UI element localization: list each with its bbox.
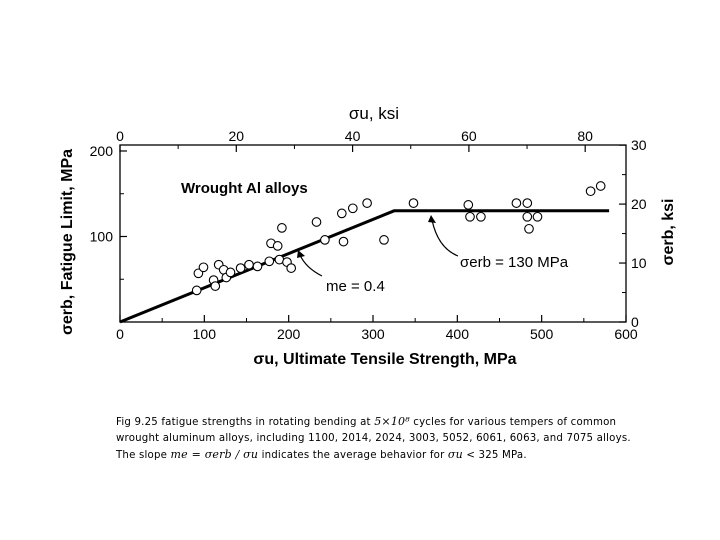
caption-text-3b: indicates the average behavior for xyxy=(261,450,445,461)
top-tick-label: 0 xyxy=(116,128,124,144)
sigma-math: σu xyxy=(447,448,463,461)
data-point xyxy=(532,211,543,222)
caption-line-2: wrought aluminum alloys, including 1100,… xyxy=(116,433,631,444)
x-tick-label: 200 xyxy=(277,326,301,342)
data-point xyxy=(465,211,475,222)
data-point xyxy=(264,256,275,267)
data-point xyxy=(338,236,349,247)
right-tick-label: 30 xyxy=(631,137,647,153)
data-point xyxy=(463,200,474,210)
data-point xyxy=(198,262,209,273)
data-point xyxy=(320,235,330,245)
y-tick-label: 200 xyxy=(90,143,114,159)
data-point xyxy=(522,198,533,208)
plateau-arrowhead xyxy=(428,215,436,223)
x-tick-label: 400 xyxy=(446,326,470,342)
x-axis-title: σu, Ultimate Tensile Strength, MPa xyxy=(253,351,516,368)
data-points xyxy=(191,181,606,296)
data-point xyxy=(225,267,236,278)
y-axis-title: σerb, Fatigue Limit, MPa xyxy=(59,149,76,335)
plateau-label: σerb = 130 MPa xyxy=(460,254,569,271)
x-tick-label: 600 xyxy=(614,326,638,342)
caption-line-3: The slope me = σerb / σu indicates the a… xyxy=(116,447,676,464)
data-point xyxy=(193,268,204,279)
data-point xyxy=(524,223,534,234)
plot-frame xyxy=(119,144,627,323)
caption-text-3c: < 325 MPa. xyxy=(466,450,527,461)
caption-text-1b: cycles for various tempers of common xyxy=(413,417,617,428)
top-tick-label: 60 xyxy=(461,128,477,144)
data-point xyxy=(347,203,358,214)
data-point xyxy=(191,285,202,296)
data-point xyxy=(252,261,263,272)
data-point xyxy=(511,198,522,208)
slope-label: me = 0.4 xyxy=(326,278,385,295)
y-tick-label: 100 xyxy=(90,228,114,244)
plot-border xyxy=(119,144,627,323)
x-tick-label: 100 xyxy=(193,326,217,342)
data-point xyxy=(336,208,347,219)
top-tick-label: 40 xyxy=(345,128,361,144)
figure-caption: Fig 9.25 fatigue strengths in rotating b… xyxy=(116,414,676,464)
top-axis-title: σu, ksi xyxy=(349,104,399,123)
slope-math: me = σerb / σu xyxy=(170,448,259,461)
data-point xyxy=(408,198,419,208)
data-point xyxy=(585,186,596,197)
x-tick-label: 0 xyxy=(116,326,124,342)
data-point xyxy=(311,217,322,227)
x-tick-label: 500 xyxy=(530,326,554,342)
right-tick-label: 0 xyxy=(631,314,639,330)
right-tick-label: 10 xyxy=(631,255,647,271)
data-point xyxy=(286,263,297,273)
caption-text-1a: Fig 9.25 fatigue strengths in rotating b… xyxy=(116,417,371,428)
right-axis-title: σerb, ksi xyxy=(660,199,677,266)
cycles-math: 5×10⁸ xyxy=(374,415,410,428)
top-tick-label: 80 xyxy=(577,128,593,144)
data-point xyxy=(235,263,246,273)
series-label: Wrought Al alloys xyxy=(181,180,308,197)
plateau-leader xyxy=(431,219,459,257)
data-point xyxy=(277,223,287,233)
axis-ticks xyxy=(119,144,627,323)
slope-leader xyxy=(299,254,323,277)
data-point xyxy=(244,259,254,270)
data-point xyxy=(595,181,606,191)
data-point xyxy=(522,211,533,222)
x-tick-label: 300 xyxy=(361,326,385,342)
data-point xyxy=(476,211,486,222)
slope-arrowhead xyxy=(297,250,305,258)
caption-text-3a: The slope xyxy=(116,450,168,461)
data-point xyxy=(362,198,372,208)
data-point xyxy=(210,281,221,291)
top-tick-label: 20 xyxy=(229,128,245,144)
data-point xyxy=(379,235,389,245)
data-point xyxy=(272,241,283,251)
caption-line-1: Fig 9.25 fatigue strengths in rotating b… xyxy=(116,414,676,431)
right-tick-label: 20 xyxy=(631,196,647,212)
